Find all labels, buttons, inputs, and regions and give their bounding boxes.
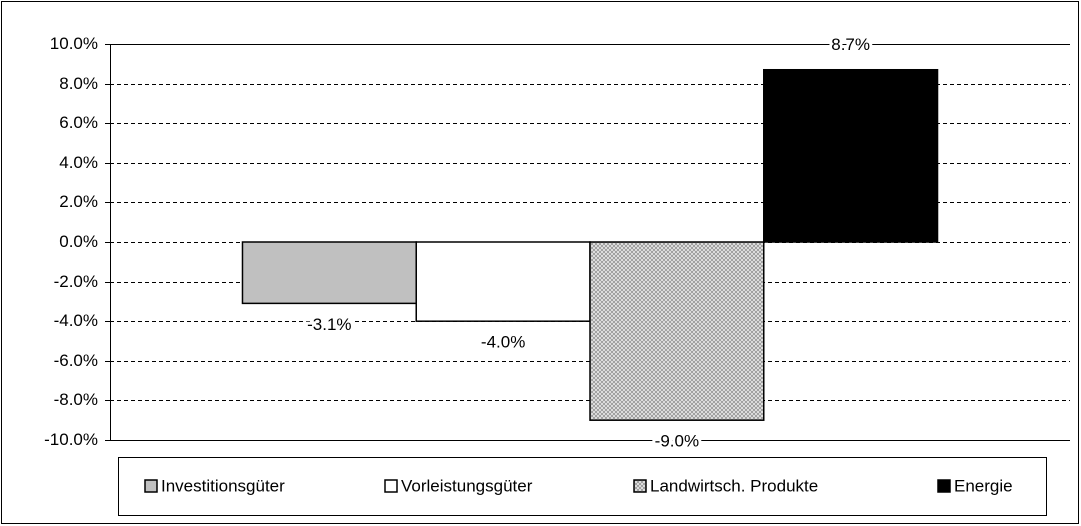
y-tick-label: -10.0% xyxy=(44,430,98,449)
y-tick-label: 8.0% xyxy=(59,74,98,93)
y-tick-label: -8.0% xyxy=(54,390,98,409)
legend-frame xyxy=(118,457,1047,516)
legend-label: Investitionsgüter xyxy=(161,476,285,495)
value-label: -9.0% xyxy=(655,432,699,451)
bar xyxy=(763,68,939,243)
bar xyxy=(241,241,417,305)
value-label: 8.7% xyxy=(831,35,870,54)
legend-swatch xyxy=(144,479,158,493)
legend-label: Vorleistungsgüter xyxy=(401,476,533,495)
legend-label: Landwirtsch. Produkte xyxy=(650,476,818,495)
bar xyxy=(589,241,765,421)
y-tick-label: -6.0% xyxy=(54,351,98,370)
legend-swatch xyxy=(384,479,398,493)
y-tick-label: 0.0% xyxy=(59,232,98,251)
value-label: -3.1% xyxy=(307,315,351,334)
value-label: -4.0% xyxy=(481,333,525,352)
y-tick-label: 6.0% xyxy=(59,113,98,132)
y-tick-label: 4.0% xyxy=(59,153,98,172)
legend-swatch xyxy=(937,479,951,493)
legend-swatch xyxy=(633,479,647,493)
y-tick-label: 2.0% xyxy=(59,192,98,211)
bar xyxy=(415,241,591,322)
y-tick-label: -4.0% xyxy=(54,311,98,330)
y-tick-label: 10.0% xyxy=(50,34,98,53)
y-tick-label: -2.0% xyxy=(54,272,98,291)
legend-label: Energie xyxy=(954,476,1013,495)
